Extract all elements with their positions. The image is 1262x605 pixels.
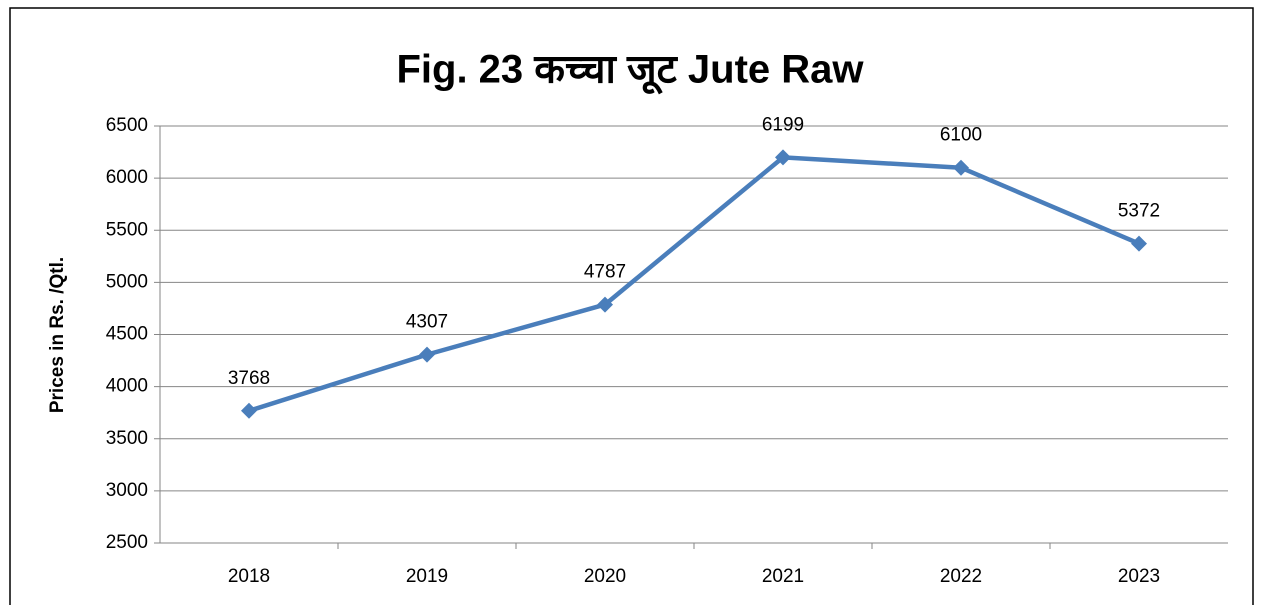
y-tick-label: 4000 (106, 376, 148, 397)
y-tick-label: 5000 (106, 271, 148, 292)
marker (775, 149, 791, 166)
y-tick-label: 4500 (106, 324, 148, 345)
marker (419, 346, 435, 363)
data-label: 4307 (406, 312, 448, 333)
y-tick-label: 2500 (106, 532, 148, 553)
x-tick-label: 2022 (940, 566, 982, 587)
x-tick-label: 2021 (762, 566, 804, 587)
y-tick-label: 6000 (106, 167, 148, 188)
marker (1131, 235, 1147, 252)
y-tick-label: 3500 (106, 428, 148, 449)
x-tick-label: 2023 (1118, 566, 1160, 587)
data-label: 6199 (762, 114, 804, 135)
data-label: 6100 (940, 125, 982, 146)
data-label: 3768 (228, 368, 270, 389)
x-tick-label: 2018 (228, 566, 270, 587)
y-tick-label: 6500 (106, 115, 148, 136)
marker (241, 402, 257, 419)
marker (597, 296, 613, 313)
y-tick-label: 3000 (106, 480, 148, 501)
line (248, 155, 1140, 413)
y-axis-label: Prices in Rs. /Qtl. (47, 257, 68, 413)
marker (953, 159, 969, 176)
x-tick-label: 2019 (406, 566, 448, 587)
data-label: 4787 (584, 262, 626, 283)
x-tick-label: 2020 (584, 566, 626, 587)
chart-title: Fig. 23 कच्चा जूट Jute Raw (396, 48, 864, 95)
chart-border (9, 7, 1254, 605)
data-label: 5372 (1118, 201, 1160, 222)
y-tick-label: 5500 (106, 219, 148, 240)
